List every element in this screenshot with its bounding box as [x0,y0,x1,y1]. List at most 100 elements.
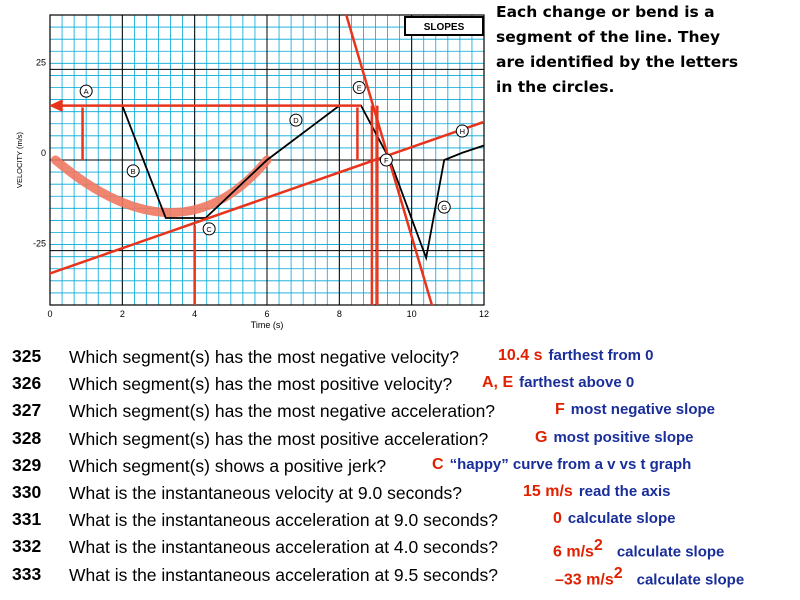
answer-value: –33 m/s [555,570,614,588]
question-number: 333 [12,563,42,584]
segment-label-letter: E [357,84,362,93]
segment-label-letter: A [84,87,89,96]
x-tick-label: 2 [120,309,125,319]
question-number: 331 [12,509,42,530]
x-tick-label: 10 [407,309,417,319]
question-text: What is the instantaneous acceleration a… [69,564,499,585]
segment-label-letter: D [293,116,299,125]
answer-explanation: read the axis [578,482,671,500]
chart-title-box: SLOPES [404,16,484,36]
segment-label: B [126,164,140,178]
question-number: 332 [12,536,42,557]
note-line: in the circles. [496,78,615,96]
y-tick-label: -25 [33,239,46,249]
y-tick-label: 25 [36,57,46,67]
question-number: 327 [12,400,42,421]
answer-explanation: most positive slope [553,428,694,446]
segment-label: F [379,153,393,167]
question-text: Which segment(s) has the most negative v… [69,347,460,367]
x-tick-label: 12 [479,309,489,319]
answer-group: –33 m/s2 calculate slope [555,565,744,589]
answer-group: C “happy” curve from a v vs t graph [432,456,691,474]
answer-group: 15 m/s read the axis [523,483,671,501]
question-row: 326 Which segment(s) has the most positiv… [12,373,798,400]
arrow-head [50,99,64,112]
segment-label-circle [437,200,451,214]
segment-label: G [437,200,451,214]
answer-explanation: “happy” curve from a v vs t graph [449,455,692,473]
title-box-frame [404,16,484,36]
velocity-time-chart: 0 2 4 6 8 10 12 25 0 -25 Time (s) VELOCITY (m/s) SLO… [15,14,489,330]
segment-label-letter: G [441,203,447,212]
answer-value: 15 m/s [523,482,573,500]
answer-group: A, E farthest above 0 [482,374,634,392]
answer-exponent: 2 [593,537,603,555]
question-number: 328 [12,427,42,448]
note-line: are identified by the letters [496,53,739,71]
segment-label-letter: C [206,225,212,234]
y-axis-label: VELOCITY (m/s) [15,131,24,188]
note-line: segment of the line. They [496,28,721,46]
answer-value: 0 [553,510,562,528]
question-text: What is the instantaneous acceleration a… [69,537,499,558]
segment-label-circle [379,153,393,167]
answer-explanation: most negative slope [570,401,715,419]
plot-area [50,15,484,305]
plot-frame [49,14,485,306]
segment-label: A [79,84,93,98]
segment-label-letter: H [460,127,465,136]
question-row: 328 Which segment(s) has the most positiv… [12,428,798,455]
tangent-line [344,15,434,305]
answer-explanation: calculate slope [567,510,676,528]
annotations [50,15,484,305]
answer-value: 6 m/s [553,543,594,561]
x-tick-label: 8 [337,309,342,319]
segment-label: H [455,124,469,138]
question-row: 327 Which segment(s) has the most negativ… [12,400,798,427]
segment-label-circle [455,124,469,138]
question-text: What is the instantaneous velocity at 9.… [69,482,463,503]
answer-group: 10.4 s farthest from 0 [498,347,654,365]
segment-label-circle [79,84,93,98]
question-row: 333 What is the instantaneous acceleratio… [12,564,798,591]
question-text: Which segment(s) has the most positive v… [69,374,453,395]
segment-label-circle [202,222,216,236]
segment-label-circle [126,164,140,178]
x-axis-label: Time (s) [251,320,284,330]
segment-label: D [289,113,303,127]
answer-explanation: farthest above 0 [519,374,635,392]
question-number: 329 [12,454,42,475]
question-row: 329 Which segment(s) shows a positive jer… [12,455,798,482]
question-text: What is the instantaneous acceleration a… [69,510,499,531]
x-tick-label: 0 [47,309,52,319]
question-number: 325 [12,346,42,366]
x-tick-label: 4 [192,309,197,319]
question-list: 325 Which segment(s) has the most negativ… [12,346,798,591]
answer-explanation: farthest from 0 [548,347,654,364]
segment-label-circle [289,113,303,127]
answer-value: G [535,428,548,446]
question-text: Which segment(s) shows a positive jerk? [69,455,387,476]
segment-label-letter: B [131,167,136,176]
answer-explanation: calculate slope [616,543,725,561]
question-row: 330 What is the instantaneous velocity at… [12,482,798,509]
answer-group: 0 calculate slope [553,510,675,528]
question-number: 326 [12,373,42,394]
segment-label: E [352,81,366,94]
question-text: Which segment(s) has the most negative a… [69,401,496,422]
answer-value: C [432,455,444,473]
question-row: 332 What is the instantaneous acceleratio… [12,536,798,563]
note-line: Each change or bend is a [496,3,715,21]
question-text: Which segment(s) has the most positive a… [69,428,489,449]
answer-exponent: 2 [613,564,623,582]
concavity-curve [50,155,272,217]
y-tick-label: 0 [41,148,46,158]
question-number: 330 [12,481,42,502]
answer-group: 6 m/s2 calculate slope [553,537,724,561]
explanatory-note: Each change or bend is a segment of the … [496,0,796,100]
x-tick-label: 6 [264,309,269,319]
tangent-line [50,120,484,275]
question-row: 325 Which segment(s) has the most negativ… [12,346,798,373]
